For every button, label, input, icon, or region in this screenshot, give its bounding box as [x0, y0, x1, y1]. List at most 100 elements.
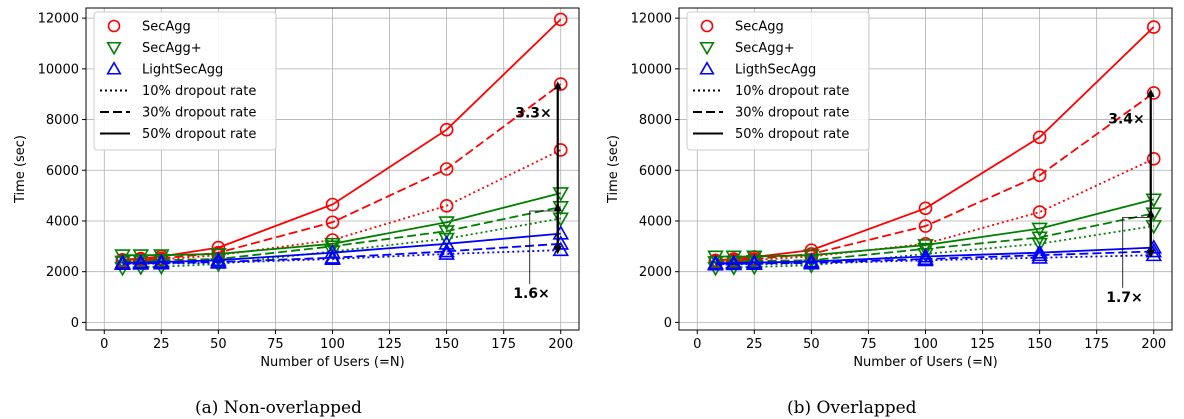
data-point: [917, 242, 934, 258]
data-point: [803, 253, 820, 268]
legend-marker-0: [700, 19, 714, 33]
legend-marker-2: [106, 61, 122, 75]
y-tick-label: 6000: [46, 164, 79, 179]
legend-marker-0: [107, 19, 121, 33]
x-tick-label: 100: [320, 337, 345, 352]
y-axis-label: Time (sec): [606, 135, 621, 204]
series-line-secagg-30pct: [715, 212, 1154, 263]
y-tick-label: 4000: [639, 214, 672, 229]
data-point: [324, 249, 341, 264]
legend-entry-label: SecAgg: [142, 20, 191, 35]
data-point: [1032, 130, 1047, 145]
x-tick-label: 200: [1141, 337, 1166, 352]
y-tick-label: 8000: [639, 113, 672, 128]
data-point: [438, 216, 455, 231]
x-axis-label: Number of Users (=N): [853, 355, 997, 370]
legend-entry-label: 30% dropout rate: [735, 106, 849, 121]
data-point: [114, 249, 131, 264]
y-tick-label: 12000: [38, 12, 79, 27]
data-point: [153, 249, 170, 264]
annotation-leader-line: [1122, 216, 1151, 288]
x-tick-label: 75: [267, 337, 284, 352]
x-tick-label: 0: [693, 337, 701, 352]
data-point: [917, 250, 934, 265]
data-point: [438, 232, 455, 248]
data-point: [553, 12, 568, 27]
legend-entry-label: SecAgg+: [735, 41, 795, 56]
data-point: [917, 239, 934, 254]
series-line-lightsecagg-50pct: [715, 246, 1154, 265]
series-line-secagg-10pct: [122, 149, 562, 262]
data-point: [746, 254, 763, 269]
speedup-label-0: 3.4×: [1108, 111, 1145, 127]
data-point: [708, 253, 723, 268]
data-point: [438, 242, 455, 258]
data-point: [439, 198, 454, 213]
legend-entry-label: LightSecAgg: [142, 63, 223, 78]
y-tick-label: 10000: [38, 62, 79, 77]
chart-panel-1: 0 25 50 75 100 125 150 175 200020004000600080001…: [606, 7, 1173, 418]
data-point: [1031, 231, 1048, 246]
x-tick-label: 25: [746, 337, 763, 352]
data-point: [325, 197, 340, 212]
data-point: [115, 252, 130, 267]
x-tick-label: 175: [1084, 337, 1109, 352]
x-tick-label: 100: [913, 337, 938, 352]
x-tick-label: 50: [210, 337, 227, 352]
data-point: [803, 249, 820, 264]
data-point: [438, 225, 455, 240]
data-point: [1031, 244, 1048, 259]
annotation-leader-line: [529, 210, 558, 285]
data-point: [746, 250, 763, 265]
data-point: [153, 253, 170, 269]
legend-entry-label: 10% dropout rate: [142, 84, 256, 99]
data-point: [917, 247, 934, 263]
x-tick-label: 75: [860, 337, 877, 352]
legend-entry-label: 50% dropout rate: [142, 127, 256, 142]
x-tick-label: 175: [491, 337, 516, 352]
data-point: [439, 162, 454, 176]
data-point: [114, 254, 131, 269]
y-tick-label: 0: [664, 316, 672, 331]
data-point: [439, 122, 454, 137]
data-point: [1032, 168, 1047, 183]
data-point: [210, 251, 227, 267]
data-point: [438, 245, 455, 260]
x-tick-label: 125: [377, 337, 402, 352]
legend-marker-1: [699, 41, 715, 56]
data-point: [918, 201, 933, 216]
data-point: [210, 247, 227, 263]
data-point: [725, 254, 743, 270]
data-point: [438, 235, 455, 250]
chart-panel-0: 0 25 50 75 100 125 150 175 200020004000600080001…: [13, 7, 580, 418]
y-axis-label: Time (sec): [13, 135, 28, 204]
data-point: [1031, 246, 1048, 262]
y-tick-label: 8000: [46, 113, 79, 128]
series-line-secagg-50pct: [715, 198, 1154, 258]
data-point: [1031, 249, 1048, 264]
speedup-label-0: 3.3×: [515, 106, 552, 122]
legend-entry-label: SecAgg: [735, 20, 784, 35]
data-point: [1032, 205, 1047, 219]
series-line-secagg-10pct: [715, 158, 1155, 263]
x-tick-label: 200: [548, 337, 573, 352]
data-point: [132, 254, 150, 269]
speedup-label-1: 1.6×: [513, 286, 550, 302]
y-tick-label: 2000: [639, 265, 672, 280]
y-tick-label: 10000: [631, 62, 672, 77]
data-point: [725, 250, 743, 265]
legend-entry-label: 10% dropout rate: [735, 84, 849, 99]
data-point: [707, 250, 724, 265]
y-tick-label: 2000: [46, 265, 79, 280]
legend-marker-2: [699, 61, 715, 75]
data-point: [325, 215, 340, 230]
speedup-label-1: 1.7×: [1106, 290, 1143, 306]
legend-entry-label: 30% dropout rate: [142, 106, 256, 121]
data-point: [918, 219, 933, 233]
figure-caption: (b) Overlapped: [787, 398, 917, 418]
legend-entry-label: SecAgg+: [142, 41, 202, 56]
legend-box: [93, 11, 277, 151]
y-tick-label: 6000: [639, 164, 672, 179]
y-tick-label: 4000: [46, 214, 79, 229]
